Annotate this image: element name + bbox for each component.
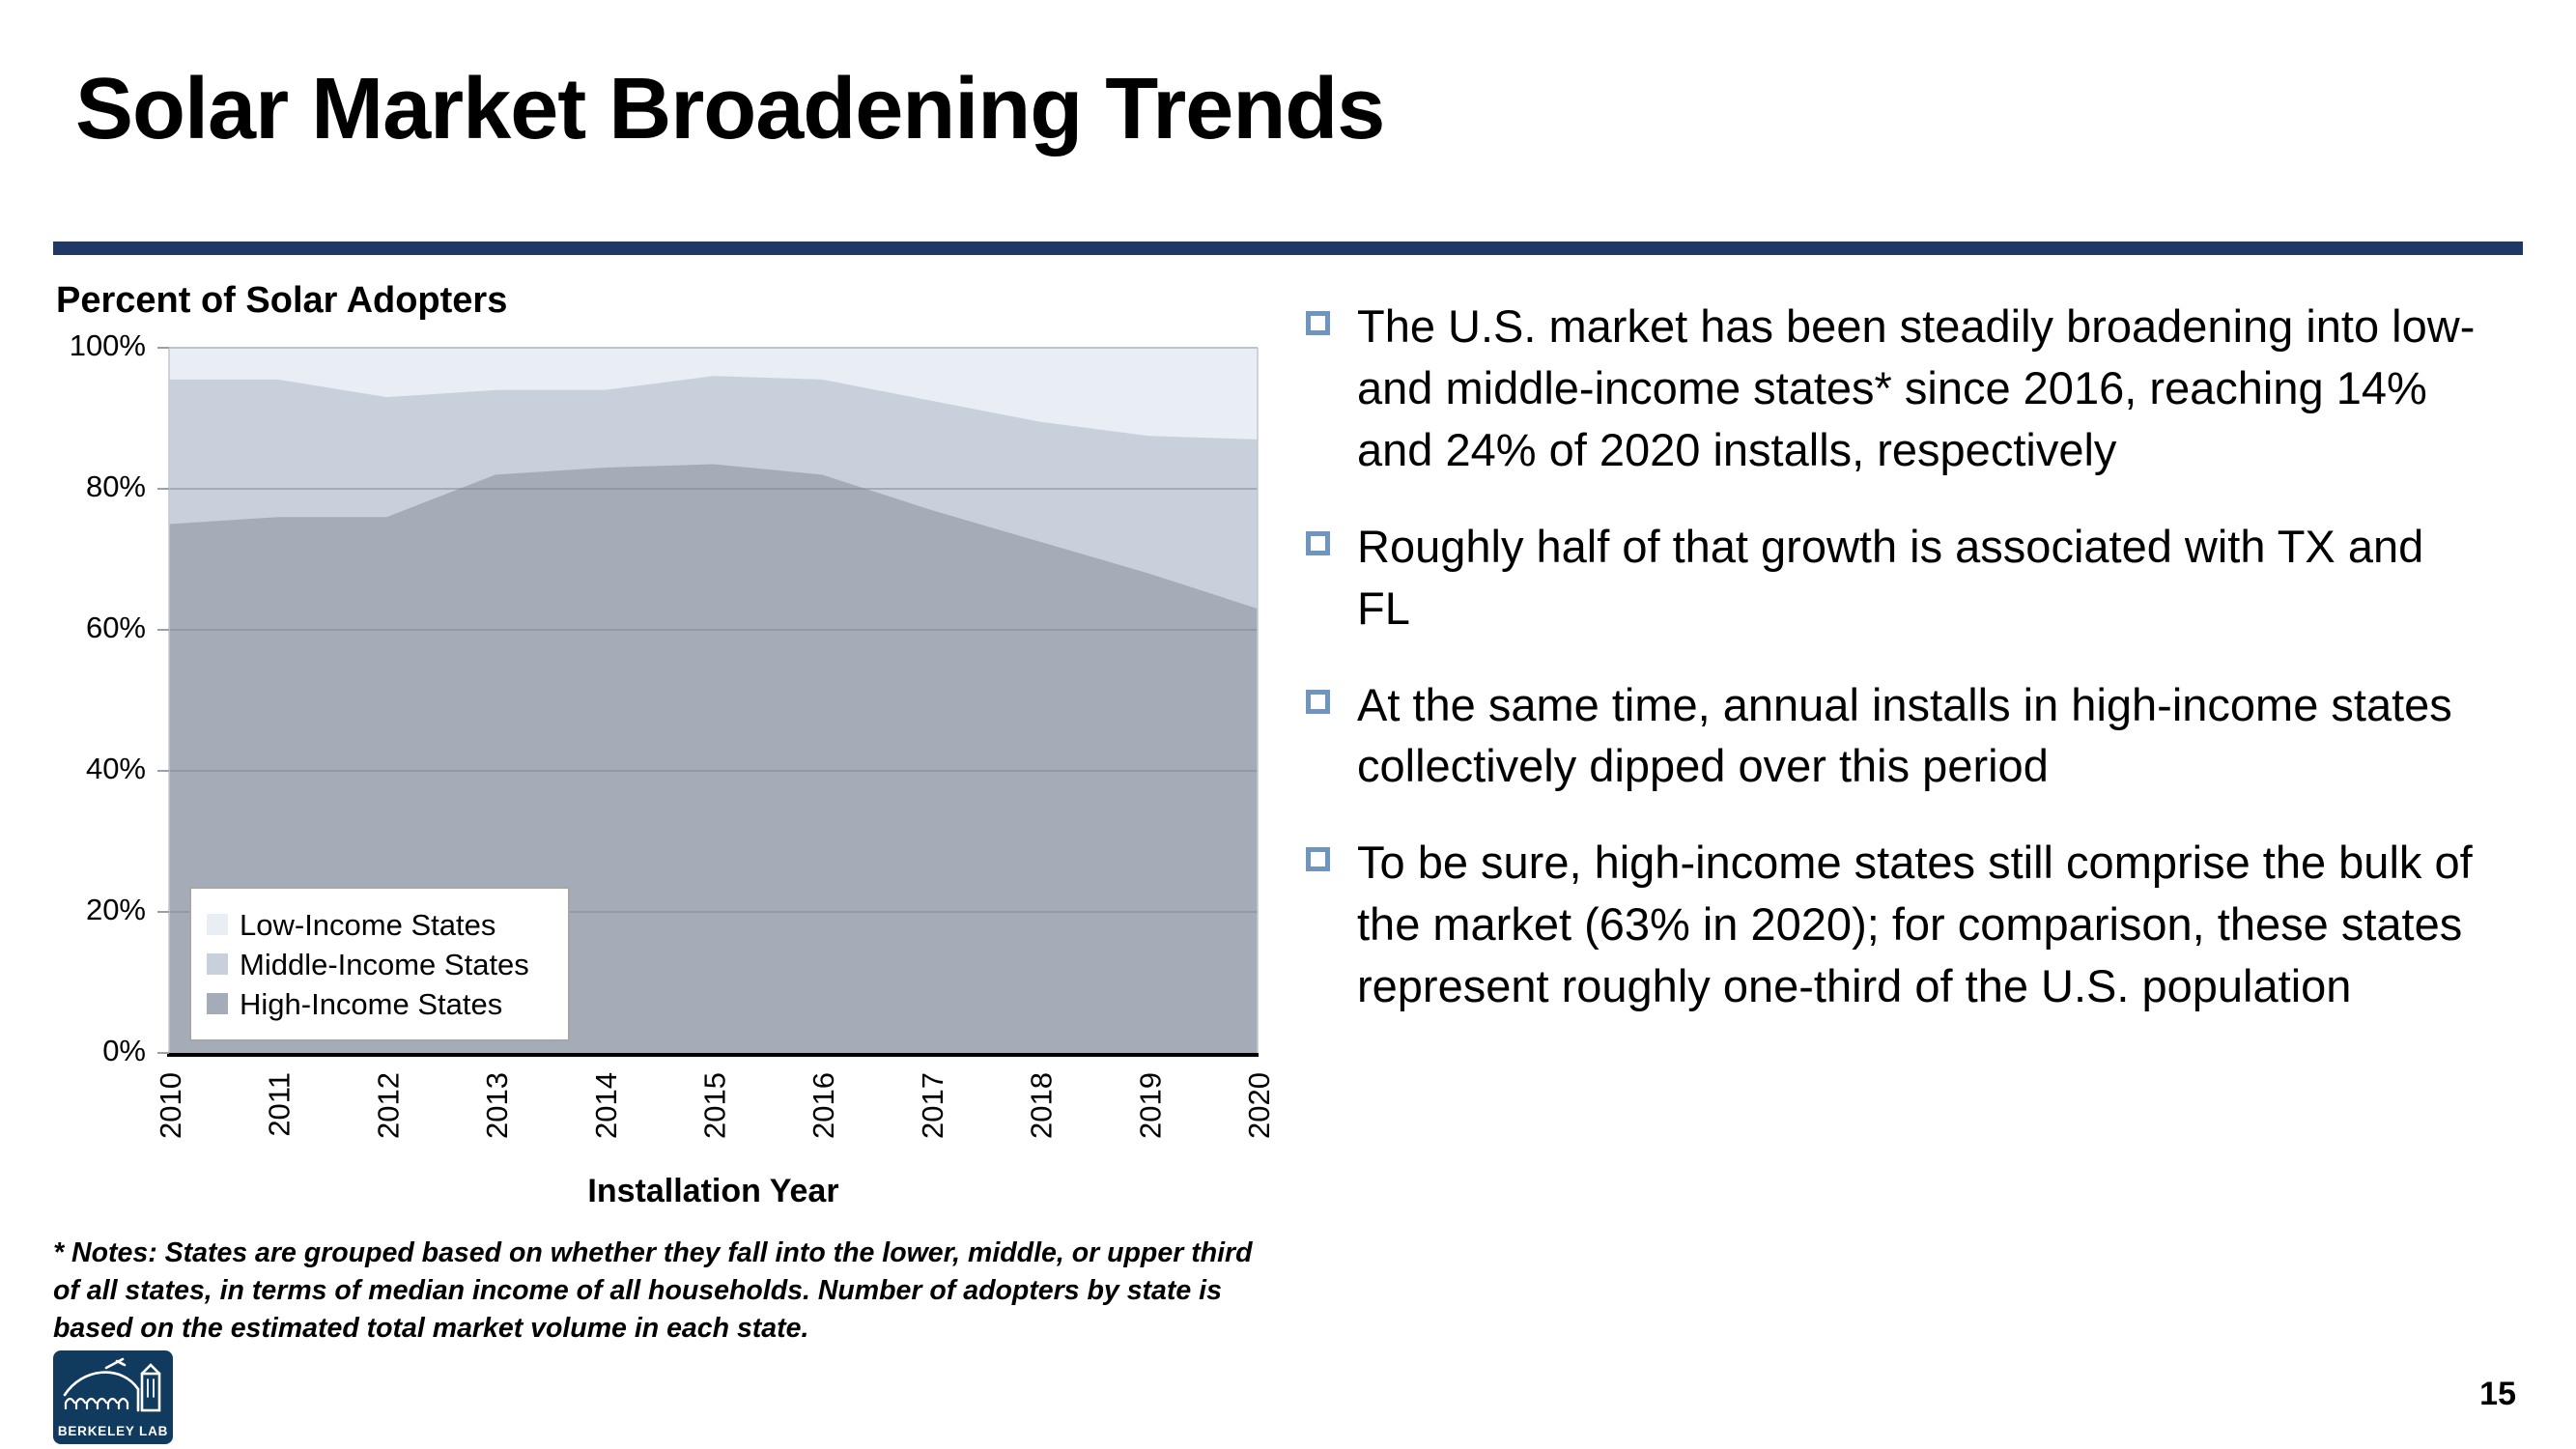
x-tick-label: 2011 <box>263 1072 297 1137</box>
y-tick-label: 100% <box>70 328 146 362</box>
x-tick-label: 2017 <box>916 1072 949 1139</box>
chart-legend: Low-Income States Middle-Income States H… <box>189 887 570 1041</box>
y-tick-label: 60% <box>86 611 146 644</box>
berkeley-lab-logo: BERKELEY LAB <box>53 1350 173 1444</box>
legend-item-low-income: Low-Income States <box>207 910 568 940</box>
legend-swatch-low-income <box>207 914 228 935</box>
x-tick-label: 2020 <box>1242 1072 1276 1139</box>
berkeley-lab-logo-text: BERKELEY LAB <box>57 1423 169 1438</box>
x-tick-label: 2014 <box>589 1072 623 1139</box>
bullet-item: The U.S. market has been steadily broade… <box>1306 296 2504 481</box>
y-tick-label: 40% <box>86 752 146 785</box>
bullet-text: At the same time, annual installs in hig… <box>1357 678 2452 792</box>
bullet-square-icon <box>1306 847 1330 872</box>
x-tick-label: 2019 <box>1133 1072 1167 1139</box>
page-title: Solar Market Broadening Trends <box>75 61 1385 157</box>
y-tick-label: 0% <box>102 1034 146 1067</box>
title-divider-rule <box>53 242 2523 255</box>
bullet-text: The U.S. market has been steadily broade… <box>1357 300 2476 475</box>
x-tick-label: 2013 <box>480 1072 514 1139</box>
footnote: * Notes: States are grouped based on whe… <box>53 1237 1253 1345</box>
legend-item-middle-income: Middle-Income States <box>207 950 568 980</box>
y-tick-label: 20% <box>86 893 146 926</box>
bullet-text: To be sure, high-income states still com… <box>1357 837 2473 1012</box>
legend-label: High-Income States <box>240 986 503 1021</box>
bullet-square-icon <box>1306 689 1330 714</box>
berkeley-lab-logo-art <box>63 1357 161 1412</box>
x-axis-title: Installation Year <box>587 1173 838 1209</box>
bullet-square-icon <box>1306 530 1330 555</box>
solar-adopters-stacked-area-chart: 100% 80% 60% 40% 20% 0%2010 2011 2012 2013 2014 20… <box>70 328 1276 1209</box>
legend-swatch-middle-income <box>207 953 228 975</box>
bullet-list: The U.S. market has been steadily broade… <box>1306 296 2504 1017</box>
bullet-item: Roughly half of that growth is associate… <box>1306 516 2504 639</box>
x-tick-label: 2015 <box>698 1072 732 1139</box>
x-tick-label: 2012 <box>371 1072 405 1139</box>
x-tick-label: 2018 <box>1025 1072 1059 1139</box>
x-tick-label: 2010 <box>154 1072 187 1139</box>
chart-title: Percent of Solar Adopters <box>56 280 508 321</box>
bullet-item: At the same time, annual installs in hig… <box>1306 674 2504 798</box>
legend-swatch-high-income <box>207 993 228 1014</box>
bullet-item: To be sure, high-income states still com… <box>1306 832 2504 1017</box>
bullet-text: Roughly half of that growth is associate… <box>1357 520 2424 634</box>
legend-label: Middle-Income States <box>240 947 529 981</box>
bullet-square-icon <box>1306 311 1330 335</box>
legend-item-high-income: High-Income States <box>207 989 568 1019</box>
y-tick-label: 80% <box>86 469 146 503</box>
legend-label: Low-Income States <box>240 907 496 942</box>
page-number: 15 <box>2479 1376 2516 1412</box>
x-tick-label: 2016 <box>807 1072 840 1139</box>
